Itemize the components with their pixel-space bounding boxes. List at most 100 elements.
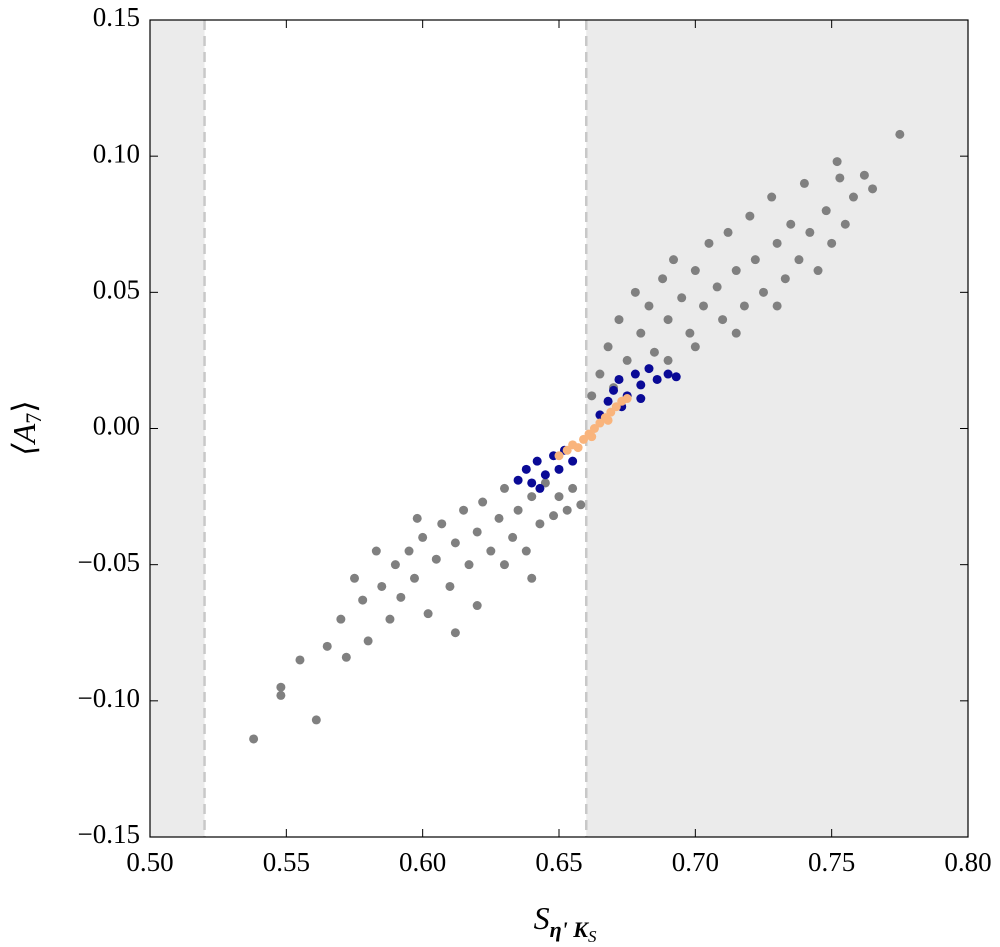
y-tick-label: −0.05: [78, 547, 140, 577]
point: [799, 178, 809, 188]
point: [418, 532, 428, 542]
point: [745, 211, 755, 221]
point: [622, 355, 632, 365]
point: [486, 546, 496, 556]
excluded-region: [586, 20, 968, 837]
point: [549, 511, 559, 521]
point: [690, 342, 700, 352]
point: [464, 560, 474, 570]
x-tick-label: 0.70: [672, 847, 719, 877]
point: [739, 301, 749, 311]
point: [587, 391, 597, 401]
point: [527, 492, 537, 502]
point: [472, 527, 482, 537]
point: [780, 274, 790, 284]
point: [731, 266, 741, 276]
point: [614, 315, 624, 325]
y-tick-label: 0.10: [93, 138, 140, 168]
point: [478, 497, 488, 507]
point: [772, 301, 782, 311]
point: [377, 581, 387, 591]
point: [568, 456, 578, 466]
point: [614, 374, 624, 384]
point: [554, 492, 564, 502]
point: [603, 396, 613, 406]
point: [350, 573, 359, 583]
point: [663, 369, 673, 379]
point: [630, 369, 640, 379]
point: [805, 227, 815, 237]
point: [587, 432, 597, 442]
point: [562, 445, 572, 455]
point: [276, 690, 286, 700]
point: [671, 372, 681, 382]
point: [341, 652, 351, 662]
point: [396, 592, 406, 602]
point: [445, 581, 455, 591]
point: [750, 255, 760, 265]
point: [595, 369, 605, 379]
point: [704, 238, 714, 248]
point: [690, 266, 700, 276]
y-tick-label: −0.15: [78, 819, 140, 849]
point: [685, 328, 695, 338]
point: [848, 192, 858, 202]
point: [603, 415, 613, 425]
point: [658, 274, 668, 284]
point: [336, 614, 346, 624]
point: [450, 538, 460, 548]
point: [603, 342, 613, 352]
point: [609, 385, 619, 395]
point: [404, 546, 414, 556]
point: [562, 505, 572, 515]
point: [568, 483, 578, 493]
x-tick-label: 0.60: [399, 847, 446, 877]
point: [589, 424, 599, 433]
point: [699, 301, 709, 311]
point: [663, 355, 673, 365]
point: [606, 407, 616, 417]
x-tick-label: 0.65: [535, 847, 582, 877]
point: [499, 483, 509, 493]
point: [636, 328, 646, 338]
point: [554, 451, 564, 461]
point: [821, 206, 831, 216]
point: [644, 364, 654, 374]
point: [535, 519, 545, 529]
point: [595, 418, 605, 428]
point: [579, 434, 589, 444]
x-tick-label: 0.50: [126, 847, 173, 877]
point: [472, 601, 482, 611]
point: [677, 293, 687, 303]
point: [669, 255, 679, 265]
point: [371, 546, 381, 556]
point: [652, 374, 662, 384]
point: [450, 628, 460, 638]
point: [827, 238, 837, 248]
point: [840, 219, 850, 229]
point: [731, 328, 741, 338]
point: [573, 443, 583, 453]
y-axis-label: ⟨A7⟩: [6, 400, 46, 456]
point: [630, 287, 640, 297]
point: [390, 560, 400, 570]
point: [767, 192, 777, 202]
point: [759, 287, 768, 297]
x-tick-label: 0.55: [263, 847, 310, 877]
point: [276, 682, 286, 692]
point: [513, 505, 523, 515]
point: [513, 475, 523, 485]
point: [772, 238, 782, 248]
point: [249, 734, 259, 744]
excluded-region: [150, 20, 205, 837]
point: [363, 636, 373, 646]
point: [644, 301, 654, 311]
x-tick-label: 0.80: [944, 847, 991, 877]
point: [636, 380, 646, 390]
point: [718, 315, 728, 325]
point: [385, 614, 395, 624]
point: [508, 532, 518, 542]
point: [786, 219, 796, 229]
point: [431, 554, 441, 564]
